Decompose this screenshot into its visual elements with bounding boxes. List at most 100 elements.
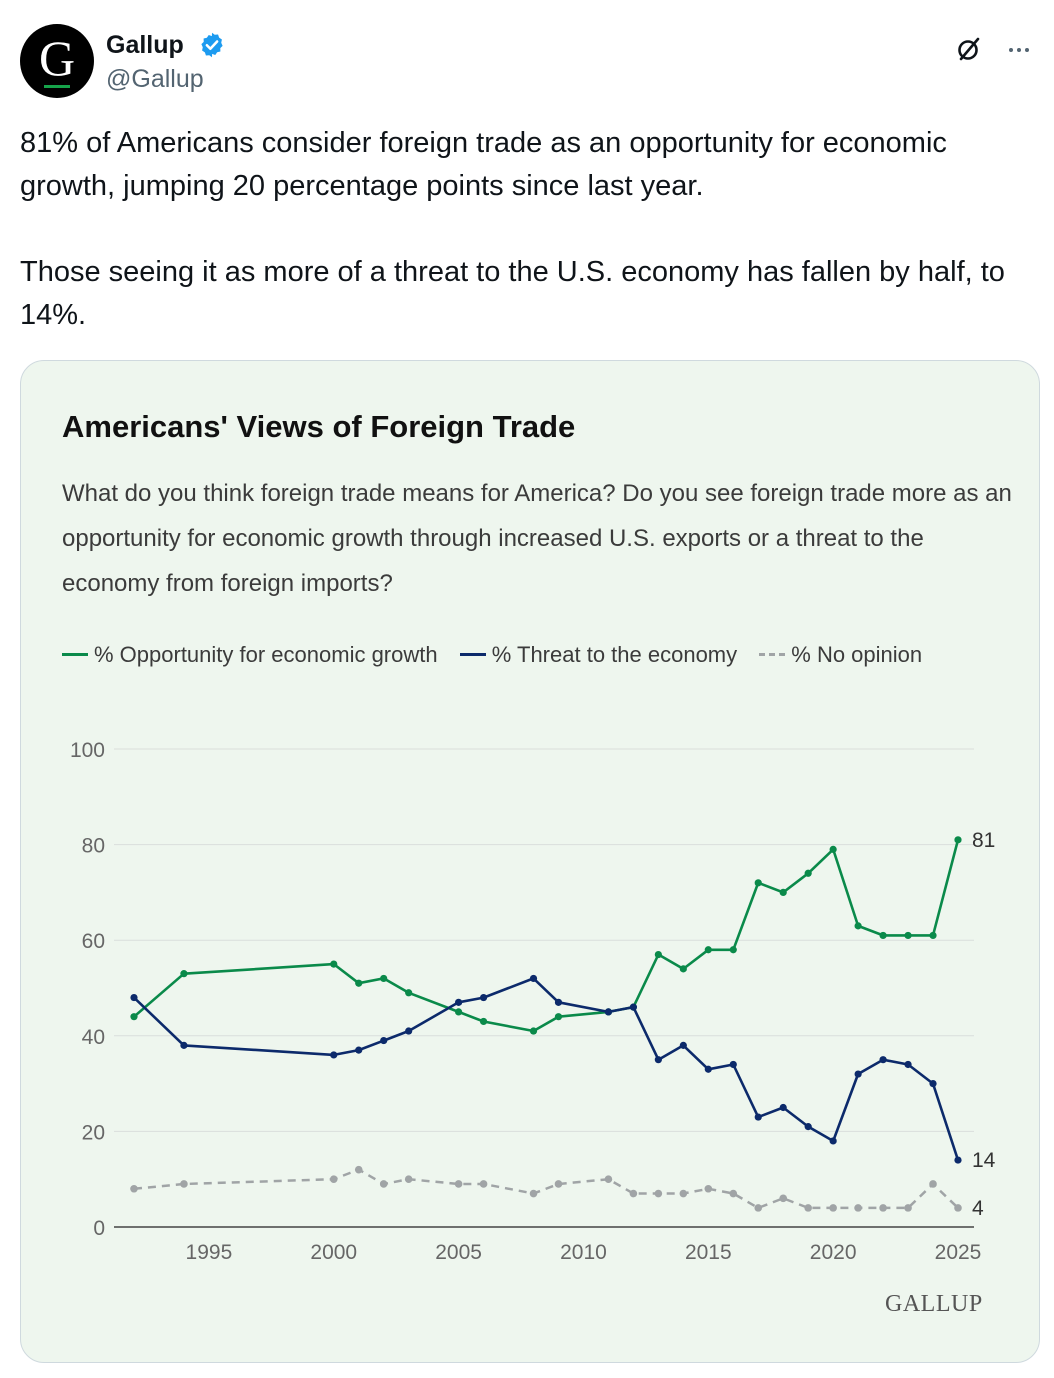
legend-item-no-opinion: % No opinion — [759, 642, 922, 667]
data-point — [130, 1013, 138, 1021]
avatar-accent-bar — [44, 85, 70, 88]
data-point — [604, 1008, 613, 1016]
data-point — [679, 1041, 687, 1049]
data-point — [704, 946, 712, 954]
y-tick-label: 40 — [82, 1026, 105, 1049]
data-point — [854, 1204, 862, 1212]
data-point — [479, 993, 488, 1002]
end-value-label: 4 — [972, 1197, 984, 1220]
data-point — [729, 1189, 738, 1198]
more-options-icon[interactable] — [1004, 34, 1034, 64]
data-point — [455, 998, 463, 1006]
data-point — [380, 1036, 388, 1045]
tweet-text: 81% of Americans consider foreign trade … — [20, 122, 1034, 337]
data-point — [854, 1070, 862, 1078]
verified-badge-icon — [201, 32, 223, 58]
data-point — [554, 1013, 563, 1021]
data-point — [779, 1194, 788, 1203]
x-tick-label: 2010 — [560, 1241, 607, 1264]
data-point — [529, 974, 538, 983]
y-tick-label: 60 — [82, 930, 105, 953]
avatar[interactable]: G — [20, 24, 94, 98]
data-point — [904, 1060, 912, 1069]
legend-swatch-green — [62, 652, 88, 656]
data-point — [954, 1156, 962, 1164]
data-point — [404, 1175, 413, 1183]
data-point — [954, 836, 962, 844]
chart-card[interactable]: Americans' Views of Foreign Trade What d… — [20, 360, 1040, 1363]
data-point — [854, 922, 862, 930]
data-point — [405, 989, 413, 997]
avatar-letter: G — [38, 30, 76, 86]
tweet-paragraph: Those seeing it as more of a threat to t… — [20, 256, 1005, 331]
data-point — [879, 1204, 887, 1212]
y-tick-label: 80 — [82, 835, 105, 858]
data-point — [629, 1189, 638, 1198]
chart-subtitle: What do you think foreign trade means fo… — [62, 480, 1012, 597]
data-point — [604, 1175, 613, 1183]
legend-label: % Opportunity for economic growth — [94, 642, 438, 667]
data-point — [354, 1165, 363, 1174]
data-point — [779, 888, 787, 897]
end-value-label: 14 — [972, 1149, 996, 1172]
data-point — [754, 879, 762, 887]
user-display-name[interactable]: Gallup — [106, 31, 184, 59]
data-point — [729, 1060, 737, 1069]
data-point — [829, 1137, 837, 1145]
data-point — [355, 1046, 363, 1054]
line-chart: 0 20 40 60 80 100 1995 2000 2005 2010 2015 2020 2025… — [70, 739, 996, 1264]
y-tick-label: 20 — [82, 1121, 105, 1144]
data-point — [679, 965, 687, 973]
data-point — [929, 931, 937, 940]
data-point — [355, 979, 363, 987]
data-point — [330, 960, 338, 968]
data-point — [529, 1189, 538, 1198]
legend-label: % Threat to the economy — [491, 642, 738, 667]
series-line-2 — [133, 1168, 959, 1210]
data-point — [804, 1123, 812, 1131]
data-point — [479, 1017, 488, 1026]
series-line-1 — [133, 977, 960, 1161]
series-line-0 — [133, 839, 960, 1033]
data-point — [804, 869, 812, 877]
data-point — [330, 1051, 338, 1059]
data-point — [130, 1184, 138, 1193]
x-tick-label: 2000 — [310, 1241, 357, 1264]
data-point — [829, 1204, 837, 1212]
y-tick-label: 0 — [93, 1217, 105, 1240]
data-point — [879, 1056, 887, 1064]
data-point — [329, 1175, 338, 1183]
legend-swatch-navy — [459, 652, 486, 656]
data-point — [654, 1056, 662, 1064]
legend-swatch-gray — [759, 652, 786, 656]
user-handle[interactable]: @Gallup — [106, 65, 204, 93]
data-point — [704, 1184, 713, 1193]
data-point — [180, 1180, 188, 1188]
data-point — [629, 1003, 637, 1011]
data-point — [754, 1204, 763, 1212]
x-tick-label: 2005 — [435, 1241, 482, 1264]
data-point — [130, 993, 138, 1002]
data-point — [804, 1204, 812, 1212]
data-point — [654, 1189, 663, 1198]
data-point — [954, 1204, 962, 1212]
x-tick-label: 2020 — [810, 1241, 857, 1264]
data-point — [879, 931, 887, 940]
data-point — [679, 1189, 688, 1198]
data-point — [454, 1180, 463, 1188]
gallup-logo: GALLUP — [885, 1291, 983, 1317]
tweet-header: G Gallup @Gallup — [20, 24, 1034, 98]
y-tick-label: 100 — [70, 739, 105, 762]
end-value-label: 81 — [972, 829, 995, 852]
data-point — [754, 1113, 762, 1121]
data-point — [654, 950, 662, 959]
tweet-paragraph: 81% of Americans consider foreign trade … — [20, 127, 947, 202]
data-point — [779, 1103, 787, 1112]
grok-icon[interactable] — [954, 34, 984, 64]
data-point — [455, 1008, 463, 1016]
data-point — [379, 1180, 388, 1188]
data-point — [704, 1065, 712, 1073]
legend-item-threat: % Threat to the economy — [459, 642, 738, 667]
data-point — [180, 970, 188, 978]
data-point — [929, 1180, 937, 1188]
